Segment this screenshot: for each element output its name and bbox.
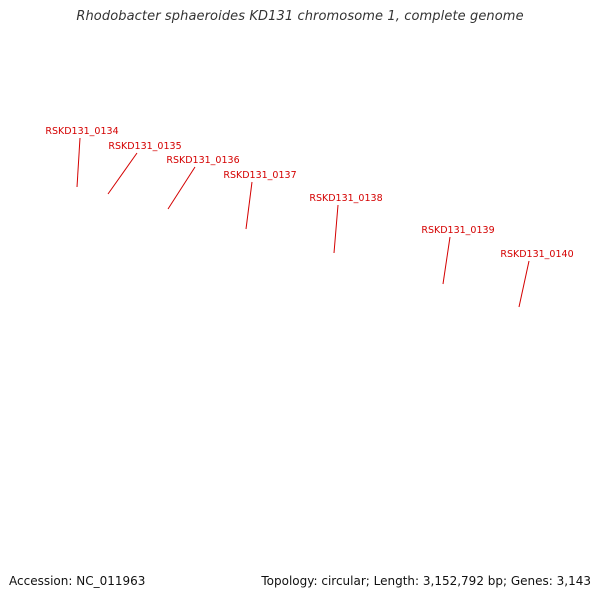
outer-tick-track (0, 0, 340, 13)
backbone (0, 0, 342, 75)
gene-label: RSKD131_0137 (223, 170, 296, 181)
backbone-highlight (0, 0, 341, 74)
gene-label-leader (442, 236, 451, 285)
gene-label: RSKD131_0139 (421, 225, 494, 236)
gene-label-leader (167, 166, 196, 210)
gene-label-leader (518, 260, 530, 308)
gene-label: RSKD131_0140 (500, 249, 573, 260)
gene-label: RSKD131_0135 (108, 141, 181, 152)
gene-label: RSKD131_0134 (45, 126, 118, 137)
gene-label-leader (107, 152, 138, 195)
accession-text: Accession: NC_011963 (9, 574, 146, 588)
map-title: Rhodobacter sphaeroides KD131 chromosome… (76, 9, 524, 24)
gene-label: RSKD131_0138 (309, 193, 382, 204)
gene-label-leader (245, 181, 253, 230)
gene-label-leader (333, 204, 339, 254)
gene-labels: RSKD131_0134 RSKD131_0135 RSKD131_0136 RSKD… (45, 126, 574, 308)
gene-label: RSKD131_0136 (166, 155, 239, 166)
genome-stats-text: Topology: circular; Length: 3,152,792 bp… (261, 574, 591, 588)
backbone-line (0, 0, 342, 75)
gene-label-leader (76, 137, 81, 188)
